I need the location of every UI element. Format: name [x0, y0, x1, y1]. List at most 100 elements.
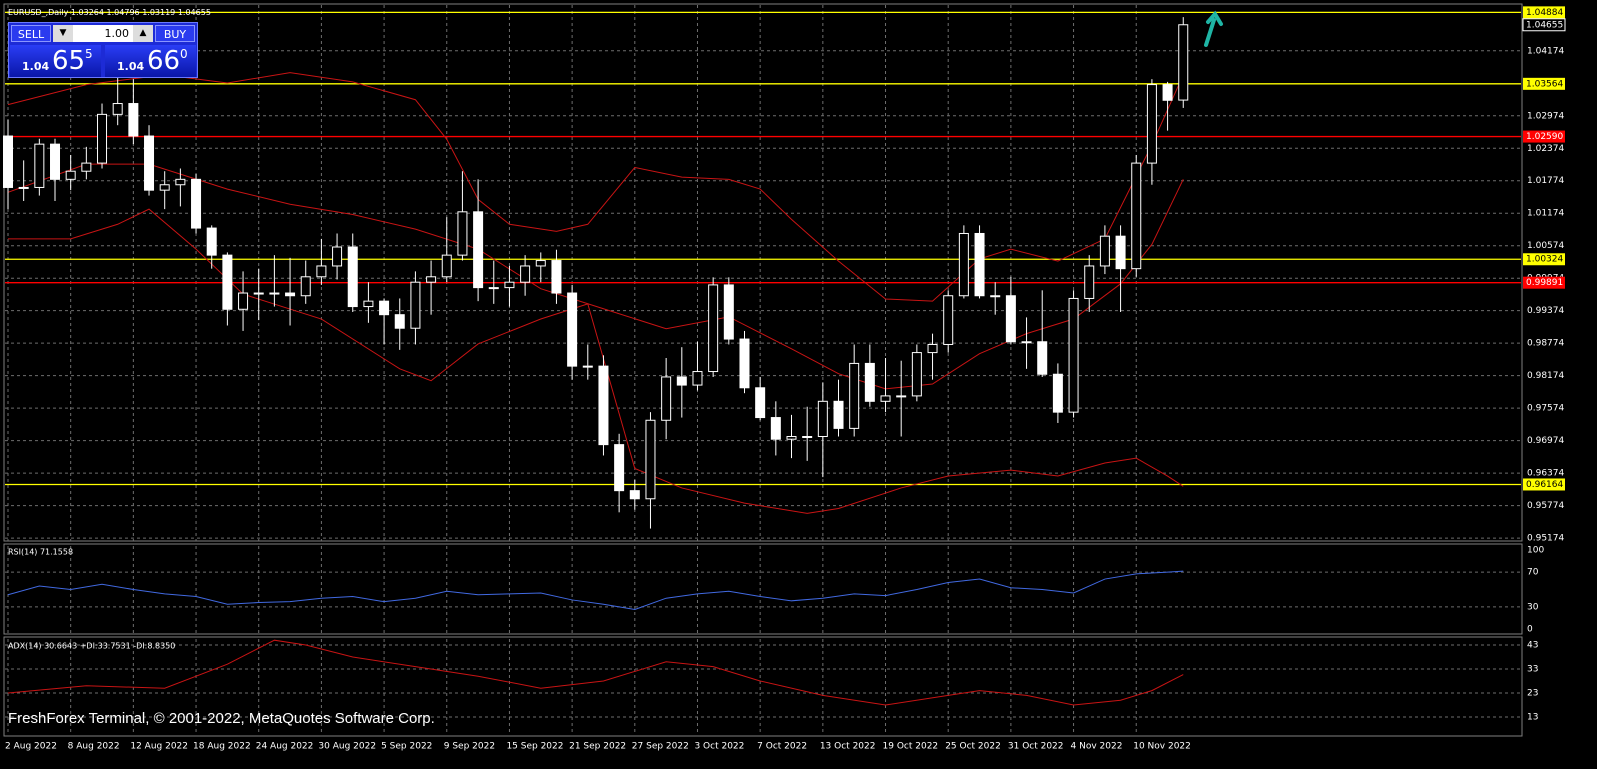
candle-body [191, 178, 202, 229]
candle-body [332, 246, 343, 267]
candle-body [1037, 341, 1048, 375]
candle-body [441, 254, 452, 278]
rsi-title: RSI(14) 71.1558 [8, 548, 73, 557]
ask-pips: 66 [147, 46, 181, 76]
y-tick-label: 43 [1527, 641, 1538, 651]
candle-body [504, 281, 515, 289]
buy-button[interactable]: BUY [155, 25, 195, 42]
candle-body [285, 292, 296, 297]
candle-body [473, 211, 484, 289]
candle-body [175, 178, 186, 186]
x-tick-label: 2 Aug 2022 [5, 742, 57, 752]
candle-body [770, 417, 781, 440]
y-tick-label: 0.95174 [1527, 534, 1564, 544]
y-tick-label: 0.96374 [1527, 469, 1564, 479]
header-close: 1.04655 [178, 8, 211, 17]
candle-body [896, 395, 907, 398]
bollinger-band [8, 208, 1184, 514]
candle-body [786, 436, 797, 440]
main-panel [3, 3, 1523, 542]
grid [5, 5, 1521, 735]
price-level-box [1523, 253, 1565, 266]
y-tick-label: 1.04174 [1527, 46, 1564, 56]
candle-body [911, 352, 922, 397]
candle-body [833, 400, 844, 429]
y-tick-label: 33 [1527, 665, 1538, 675]
x-tick-label: 31 Oct 2022 [1008, 742, 1064, 752]
candle-body [128, 103, 139, 137]
x-tick-label: 9 Sep 2022 [444, 742, 495, 752]
candle-body [598, 365, 609, 446]
y-tick-label: 0.97574 [1527, 404, 1564, 414]
bollinger-band [7, 163, 1184, 390]
candle-body [238, 292, 249, 310]
candle-body [723, 284, 734, 340]
price-level-box [1523, 478, 1565, 491]
candle-body [159, 184, 170, 191]
annotation-arrow [1204, 10, 1223, 47]
y-tick-label: 1.00574 [1527, 241, 1564, 251]
candle-body [1068, 297, 1079, 413]
header-open: 1.03264 [71, 8, 104, 17]
chart-header: EURUSD_,Daily 1.03264 1.04796 1.03119 1.… [8, 8, 211, 17]
ask-price[interactable]: 1.04 66 0 [105, 45, 196, 77]
candle-body [426, 276, 437, 283]
bid-price[interactable]: 1.04 65 5 [10, 45, 101, 77]
y-tick-label: 13 [1527, 713, 1538, 723]
candle-body [253, 292, 264, 295]
indicator-line [7, 570, 1184, 611]
y-tick-label: 30 [1527, 602, 1539, 612]
lot-down[interactable]: ▼ [53, 25, 73, 42]
x-tick-label: 24 Aug 2022 [256, 742, 314, 752]
candle-body [849, 362, 860, 429]
price-level-box [1523, 276, 1565, 289]
bid-frac: 5 [85, 47, 93, 61]
sell-button[interactable]: SELL [11, 25, 51, 42]
candle-body [739, 338, 750, 389]
x-tick-label: 30 Aug 2022 [318, 742, 376, 752]
x-tick-label: 8 Aug 2022 [68, 742, 120, 752]
candle-body [708, 284, 719, 373]
price-level-label: 1.02590 [1526, 132, 1563, 142]
watermark: FreshForex Terminal, © 2001-2022, MetaQu… [8, 710, 435, 727]
price-level-label: 1.00324 [1526, 255, 1563, 265]
candle-body [692, 371, 703, 386]
candle-body [144, 135, 155, 191]
trade-panel: SELL ▼ 1.00 ▲ BUY 1.04 65 5 1.04 66 0 [8, 22, 198, 78]
candle-body [943, 295, 954, 345]
y-tick-label: 0.96974 [1527, 436, 1564, 446]
candle-body [34, 143, 45, 188]
header-high: 1.04796 [107, 8, 140, 17]
header-low: 1.03119 [142, 8, 175, 17]
candle-body [1146, 84, 1157, 164]
candle-body [50, 143, 61, 180]
bollinger-band [7, 72, 1184, 302]
marks [3, 11, 1521, 706]
candle-body [65, 170, 76, 180]
price-level-label: 0.96164 [1526, 480, 1563, 490]
y-tick-label: 0.98174 [1527, 371, 1564, 381]
candle-body [661, 376, 672, 421]
y-tick-label: 0 [1527, 625, 1533, 635]
candle-body [520, 265, 531, 283]
y-tick-label: 1.01174 [1527, 209, 1564, 219]
candle-body [676, 376, 687, 386]
lot-up[interactable]: ▲ [133, 25, 153, 42]
y-tick-label: 0.99374 [1527, 306, 1564, 316]
ask-frac: 0 [180, 47, 188, 61]
price-level-label: 0.99891 [1526, 278, 1563, 288]
candle-body [1021, 341, 1032, 344]
price-level-label: 1.04884 [1526, 8, 1563, 18]
candle-body [457, 211, 468, 256]
candle-body [1099, 235, 1110, 267]
candle-body [1052, 373, 1063, 413]
candle-body [802, 436, 813, 439]
candle-body [300, 276, 311, 297]
y-tick-label: 0.98774 [1527, 339, 1564, 349]
y-tick-label: 70 [1527, 568, 1539, 578]
x-tick-label: 10 Nov 2022 [1133, 742, 1191, 752]
candle-body [1005, 295, 1016, 343]
x-tick-label: 3 Oct 2022 [694, 742, 744, 752]
lot-input[interactable]: 1.00 [73, 25, 133, 42]
